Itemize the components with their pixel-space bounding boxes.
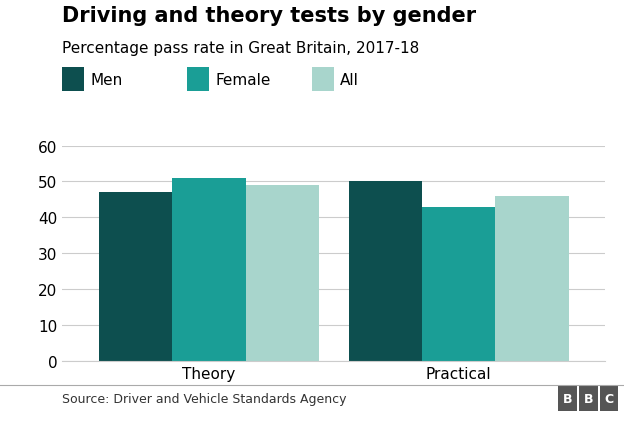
Text: B: B bbox=[563, 392, 573, 405]
Text: All: All bbox=[340, 73, 359, 87]
Text: Driving and theory tests by gender: Driving and theory tests by gender bbox=[62, 6, 477, 26]
Text: B: B bbox=[583, 392, 593, 405]
Text: Percentage pass rate in Great Britain, 2017-18: Percentage pass rate in Great Britain, 2… bbox=[62, 41, 420, 56]
Text: Female: Female bbox=[215, 73, 271, 87]
Bar bbox=[349, 182, 422, 361]
Text: Men: Men bbox=[90, 73, 123, 87]
Bar bbox=[246, 186, 319, 361]
Bar bbox=[172, 178, 246, 361]
Bar bbox=[99, 193, 172, 361]
Bar bbox=[422, 207, 495, 361]
Text: C: C bbox=[605, 392, 613, 405]
Text: Source: Driver and Vehicle Standards Agency: Source: Driver and Vehicle Standards Age… bbox=[62, 393, 347, 405]
Bar bbox=[495, 197, 568, 361]
